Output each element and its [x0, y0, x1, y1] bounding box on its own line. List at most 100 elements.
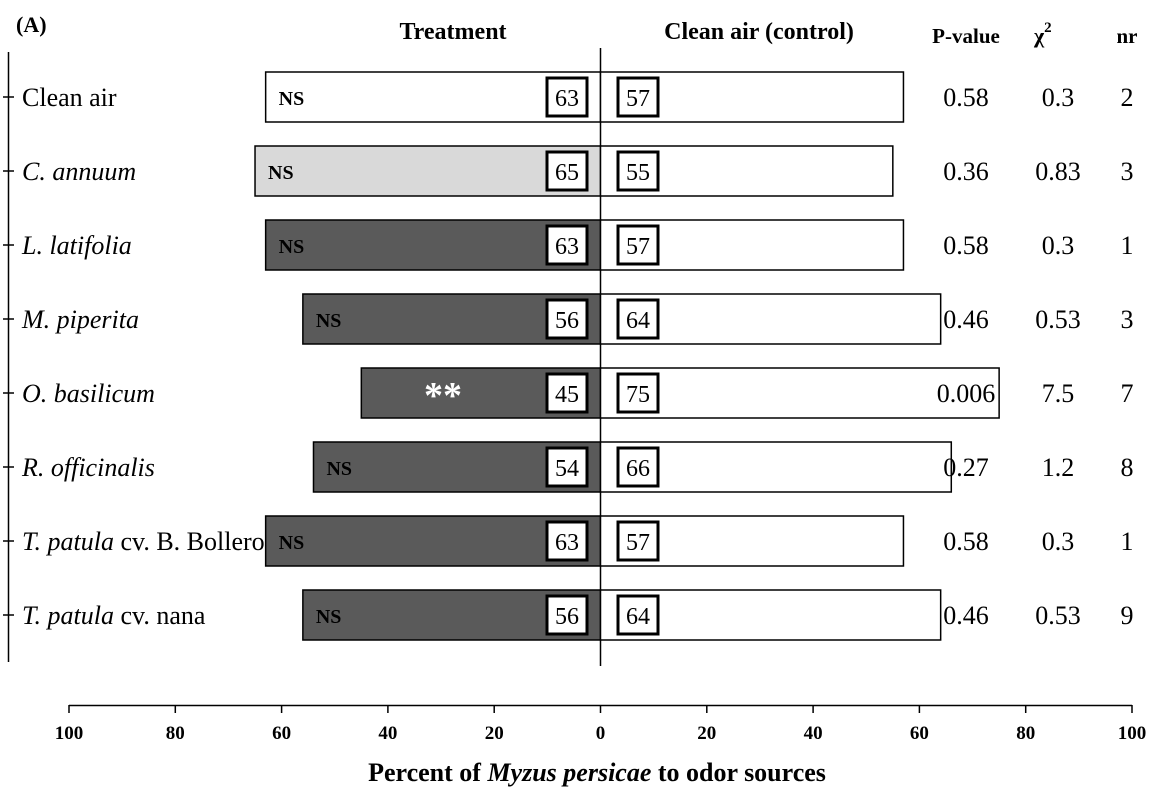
x-axis-title-part: to odor sources — [651, 758, 826, 787]
x-tick-label: 80 — [166, 723, 185, 744]
treatment-value-box — [545, 298, 589, 340]
header-pvalue: P-value — [932, 24, 1000, 48]
chi-square-value: 1.2 — [1042, 453, 1075, 482]
x-tick-label: 20 — [485, 723, 504, 744]
treatment-value-box — [545, 520, 589, 562]
x-axis-title-part: Myzus persicae — [486, 758, 651, 787]
nr-value: 1 — [1121, 231, 1134, 260]
nr-value: 1 — [1121, 527, 1134, 556]
chi-square-value: 0.53 — [1035, 305, 1081, 334]
treatment-value-label: 56 — [555, 308, 579, 334]
p-value: 0.58 — [943, 83, 989, 112]
significance-label: NS — [279, 532, 305, 554]
chi-square-value: 0.53 — [1035, 601, 1081, 630]
y-axis-ticks — [3, 96, 14, 616]
x-tick-label: 0 — [596, 723, 606, 744]
nr-value: 7 — [1121, 379, 1134, 408]
treatment-value-label: 45 — [555, 382, 579, 408]
header-chi-symbol: χ — [1033, 23, 1045, 48]
nr-value: 3 — [1121, 305, 1134, 334]
category-label: O. basilicum — [22, 379, 155, 408]
chart-row: M. piperita 56 64 NS 0.46 0.53 3 — [21, 293, 1134, 345]
x-tick-label: 100 — [55, 723, 84, 744]
significance-label: NS — [316, 310, 342, 332]
chart-row: T. patula cv. B. Bollero 63 57 NS 0.58 0.3 1 — [22, 515, 1134, 567]
control-value-box — [616, 298, 660, 340]
category-label: L. latifolia — [21, 231, 132, 260]
control-value-label: 75 — [626, 382, 650, 408]
control-value-label: 57 — [626, 86, 650, 112]
treatment-value-box — [545, 224, 589, 266]
x-axis-title-part: Percent of — [368, 758, 487, 787]
category-label: M. piperita — [21, 305, 139, 334]
nr-value: 8 — [1121, 453, 1134, 482]
chart-row: T. patula cv. nana 56 64 NS 0.46 0.53 9 — [22, 589, 1134, 641]
header-nr: nr — [1117, 24, 1138, 48]
p-value: 0.46 — [943, 305, 989, 334]
significance-label: NS — [326, 458, 352, 480]
significance-label: ** — [424, 375, 462, 417]
significance-label: NS — [268, 162, 294, 184]
x-tick-label: 40 — [378, 723, 397, 744]
category-label-part: cv. B. Bollero — [114, 527, 265, 556]
category-label: R. officinalis — [21, 453, 155, 482]
header-row: (A) Treatment Clean air (control) P-valu… — [16, 12, 1138, 48]
nr-value: 9 — [1121, 601, 1134, 630]
nr-value: 3 — [1121, 157, 1134, 186]
treatment-value-label: 63 — [555, 86, 579, 112]
control-value-label: 57 — [626, 234, 650, 260]
category-label: T. patula cv. B. Bollero — [22, 527, 265, 556]
control-value-label: 64 — [626, 308, 650, 334]
header-control: Clean air (control) — [664, 19, 854, 45]
control-value-label: 55 — [626, 160, 650, 186]
panel-label: (A) — [16, 12, 47, 37]
chart-rows: Clean air 63 57 NS 0.58 0.3 2 C. annuum 65 55 NS 0.… — [21, 71, 1134, 641]
x-axis-ticks — [68, 705, 1133, 713]
chart-row: Clean air 63 57 NS 0.58 0.3 2 — [22, 71, 1134, 123]
p-value: 0.36 — [943, 157, 989, 186]
p-value: 0.58 — [943, 231, 989, 260]
chi-square-value: 0.83 — [1035, 157, 1081, 186]
treatment-value-label: 56 — [555, 604, 579, 630]
x-axis-title: Percent of Myzus persicae to odor source… — [368, 758, 826, 787]
treatment-value-box — [545, 76, 589, 118]
p-value: 0.46 — [943, 601, 989, 630]
control-value-box — [616, 446, 660, 488]
control-value-label: 57 — [626, 530, 650, 556]
control-bar — [599, 367, 1000, 419]
treatment-value-label: 54 — [555, 456, 579, 482]
control-value-box — [616, 76, 660, 118]
chart-row: C. annuum 65 55 NS 0.36 0.83 3 — [22, 145, 1134, 197]
control-value-label: 66 — [626, 456, 650, 482]
category-label: C. annuum — [22, 157, 136, 186]
chi-square-value: 0.3 — [1042, 83, 1075, 112]
x-tick-label: 40 — [804, 723, 823, 744]
control-value-label: 64 — [626, 604, 650, 630]
header-chi-square: χ2 — [1033, 20, 1052, 48]
treatment-bar — [264, 71, 602, 123]
category-label-part: L. latifolia — [21, 231, 132, 260]
treatment-value-label: 65 — [555, 160, 579, 186]
category-label-part: O. basilicum — [22, 379, 155, 408]
treatment-value-label: 63 — [555, 530, 579, 556]
chart-row: O. basilicum 45 75 ** 0.006 7.5 7 — [22, 367, 1134, 419]
chi-square-value: 7.5 — [1042, 379, 1075, 408]
x-tick-label: 100 — [1118, 723, 1147, 744]
category-label: T. patula cv. nana — [22, 601, 206, 630]
header-treatment: Treatment — [399, 19, 506, 45]
x-tick-label: 80 — [1016, 723, 1035, 744]
category-label-part: T. patula — [22, 527, 114, 556]
category-label-part: M. piperita — [21, 305, 139, 334]
treatment-value-box — [545, 594, 589, 636]
treatment-value-box — [545, 446, 589, 488]
significance-label: NS — [316, 606, 342, 628]
control-value-box — [616, 224, 660, 266]
header-chi-sup: 2 — [1044, 20, 1052, 36]
chart-row: R. officinalis 54 66 NS 0.27 1.2 8 — [21, 441, 1134, 493]
category-label-part: cv. nana — [114, 601, 206, 630]
category-label-part: Clean air — [22, 83, 117, 112]
significance-label: NS — [279, 88, 305, 110]
p-value: 0.27 — [943, 453, 989, 482]
p-value: 0.006 — [937, 379, 996, 408]
